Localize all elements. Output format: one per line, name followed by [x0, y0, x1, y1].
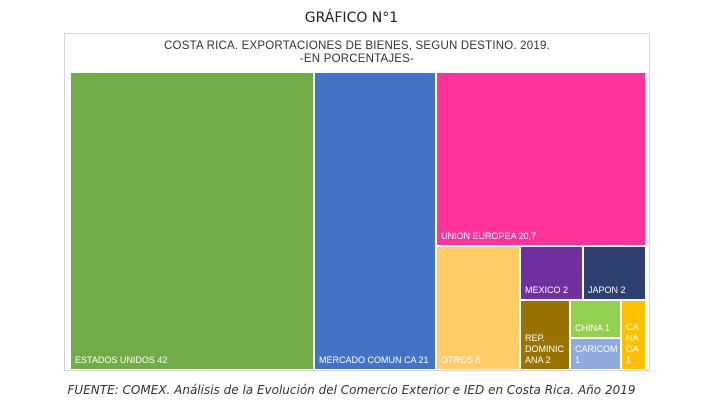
tile-canada: CA NA DA 1 [621, 300, 646, 370]
tile-caricom: CARICOM 1 [570, 338, 621, 370]
chart-subtitle: -EN PORCENTAJES- [299, 53, 415, 65]
tile-rep-dominicana-label: REP. DOMINIC ANA 2 [525, 333, 564, 365]
tile-mercado-comun-ca-label: MERCADO COMUN CA 21 [319, 355, 429, 365]
treemap: ESTADOS UNIDOS 42 MERCADO COMUN CA 21 UNIO… [70, 72, 646, 370]
chart-title-block: COSTA RICA. EXPORTACIONES DE BIENES, SEG… [64, 40, 650, 66]
tile-estados-unidos: ESTADOS UNIDOS 42 [70, 72, 314, 370]
tile-china-label: CHINA 1 [575, 323, 611, 333]
figure-title: GRÁFICO N°1 [304, 10, 399, 26]
tile-caricom-label: CARICOM 1 [575, 344, 618, 365]
tile-union-europea-label: UNION EUROPEA 20,7 [441, 231, 537, 241]
tile-estados-unidos-label: ESTADOS UNIDOS 42 [75, 355, 168, 365]
tile-canada-label: CA NA DA 1 [626, 322, 639, 365]
tile-mercado-comun-ca: MERCADO COMUN CA 21 [314, 72, 436, 370]
tile-japon: JAPON 2 [583, 246, 646, 300]
source-note: FUENTE: COMEX. Análisis de la Evolución … [67, 383, 636, 397]
tile-otros-label: OTROS 6 [441, 355, 481, 365]
chart-title: COSTA RICA. EXPORTACIONES DE BIENES, SEG… [164, 40, 550, 52]
tile-china: CHINA 1 [570, 300, 621, 338]
tile-mexico: MEXICO 2 [520, 246, 583, 300]
tile-otros: OTROS 6 [436, 246, 520, 370]
tile-rep-dominicana: REP. DOMINIC ANA 2 [520, 300, 570, 370]
tile-japon-label: JAPON 2 [588, 285, 626, 295]
tile-mexico-label: MEXICO 2 [525, 285, 569, 295]
tile-union-europea: UNION EUROPEA 20,7 [436, 72, 646, 246]
